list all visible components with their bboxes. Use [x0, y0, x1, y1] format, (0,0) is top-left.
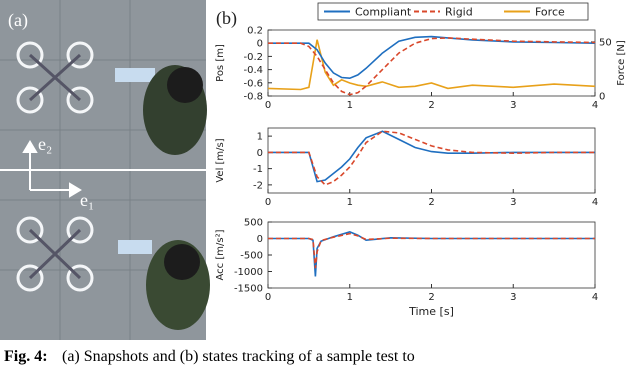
y2-tick-label: 0 — [599, 92, 605, 103]
y-tick-label: -0.8 — [243, 92, 263, 103]
y-tick-label: 0 — [257, 234, 263, 245]
y2-axis-label: Force [N] — [616, 40, 627, 86]
y-axis-label: Vel [m/s] — [215, 138, 226, 182]
y-tick-label: -0.6 — [243, 78, 263, 89]
legend-box — [317, 2, 589, 21]
y-tick-label: 1 — [257, 132, 263, 143]
drone-bottom — [16, 216, 94, 292]
x-tick-label: 4 — [592, 100, 598, 111]
x-tick-label: 4 — [592, 197, 598, 208]
panel-label: (b) — [216, 8, 237, 29]
series-line — [268, 232, 595, 269]
y-tick-label: -1000 — [234, 267, 263, 278]
panel-label: (a) — [8, 10, 28, 31]
axis-label: e₁ — [80, 190, 94, 210]
y2-tick-label: 50 — [599, 37, 612, 48]
legend-label: Rigid — [445, 6, 473, 19]
x-tick-label: 3 — [510, 100, 516, 111]
y-tick-label: -1 — [253, 164, 263, 175]
x-axis-label: Time [s] — [408, 305, 454, 318]
x-tick-label: 3 — [510, 292, 516, 303]
y-axis-label: Acc [m/s²] — [215, 229, 226, 280]
x-tick-label: 0 — [265, 100, 271, 111]
y-tick-label: 0 — [257, 39, 263, 50]
x-tick-label: 0 — [265, 197, 271, 208]
frame-arrows — [22, 140, 82, 198]
x-tick-label: 2 — [428, 197, 434, 208]
caption-text: (a) Snapshots and (b) states tracking of… — [62, 348, 415, 365]
photo-panel: (a) e₂ e₁ — [0, 0, 210, 340]
axis-label: e₂ — [38, 134, 52, 154]
y-tick-label: -0.4 — [243, 65, 263, 76]
legend-label: Compliant — [355, 6, 412, 19]
legend-label: Force — [535, 6, 565, 19]
x-tick-label: 2 — [428, 292, 434, 303]
x-tick-label: 3 — [510, 197, 516, 208]
x-tick-label: 1 — [347, 197, 353, 208]
arm — [118, 240, 152, 254]
x-tick-label: 0 — [265, 292, 271, 303]
arm — [115, 68, 155, 82]
y-tick-label: -1500 — [234, 284, 263, 295]
x-tick-label: 1 — [347, 100, 353, 111]
helmet-top — [167, 67, 203, 103]
x-tick-label: 2 — [428, 100, 434, 111]
series-line — [268, 37, 596, 96]
y-tick-label: -0.2 — [243, 52, 263, 63]
y-tick-label: 0 — [257, 148, 263, 159]
y-tick-label: 0.2 — [247, 26, 263, 37]
y-tick-label: 500 — [244, 218, 263, 229]
series-line — [268, 130, 595, 186]
drone-top — [16, 41, 94, 114]
y-tick-label: -2 — [253, 180, 263, 191]
helmet-bottom — [164, 244, 200, 280]
y-tick-label: -500 — [240, 251, 263, 262]
plot-area — [267, 127, 596, 194]
x-tick-label: 1 — [347, 292, 353, 303]
caption-label: Fig. 4: — [4, 348, 48, 365]
y-axis-label: Pos [m] — [215, 44, 226, 82]
x-tick-label: 4 — [592, 292, 598, 303]
